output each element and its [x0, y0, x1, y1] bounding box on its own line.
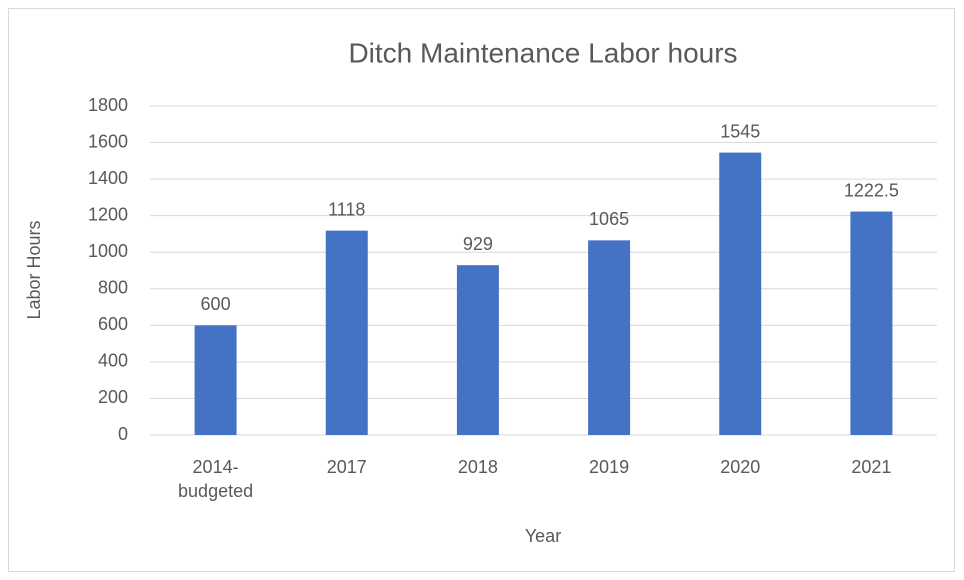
x-axis-title: Year	[525, 526, 561, 546]
y-tick-label: 200	[98, 387, 128, 407]
x-tick-label: 2014-budgeted	[178, 457, 254, 501]
y-tick-label: 400	[98, 351, 128, 371]
x-tick-label: 2020	[720, 457, 761, 477]
x-tick-label: 2017	[326, 457, 367, 477]
y-axis-title: Labor Hours	[24, 220, 44, 319]
y-tick-label: 1600	[88, 131, 128, 151]
bar	[194, 325, 237, 435]
bar	[456, 265, 499, 435]
data-label: 1118	[328, 199, 365, 219]
chart-title: Ditch Maintenance Labor hours	[348, 37, 737, 68]
bar	[588, 240, 631, 435]
data-label: 929	[463, 234, 493, 254]
x-tick-label: 2018	[457, 457, 498, 477]
y-tick-label: 1800	[88, 95, 128, 115]
y-tick-label: 1000	[88, 241, 128, 261]
data-label: 600	[201, 294, 231, 314]
y-tick-label: 1400	[88, 168, 128, 188]
bar	[850, 211, 893, 435]
y-tick-label: 0	[118, 424, 128, 444]
bar	[325, 230, 368, 435]
data-label: 1545	[720, 121, 760, 141]
data-label: 1065	[589, 209, 629, 229]
y-tick-label: 800	[98, 278, 128, 298]
bar	[719, 152, 762, 435]
y-tick-label: 600	[98, 314, 128, 334]
y-tick-label: 1200	[88, 204, 128, 224]
data-label: 1222.5	[844, 180, 899, 200]
x-tick-label: 2019	[589, 457, 630, 477]
x-tick-label: 2021	[851, 457, 892, 477]
